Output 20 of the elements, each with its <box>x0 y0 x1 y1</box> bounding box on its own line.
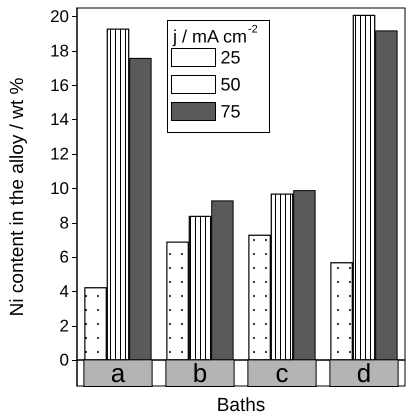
y-tick-label: 8 <box>60 213 69 232</box>
y-tick-label: 2 <box>60 316 69 336</box>
legend-label: 25 <box>220 48 241 68</box>
y-tick-label: 20 <box>50 7 69 26</box>
x-tick-label: a <box>110 358 126 388</box>
legend-label: 50 <box>220 74 241 94</box>
x-tick-label: d <box>356 358 372 388</box>
legend-label: 75 <box>220 102 241 122</box>
x-tick-label: b <box>192 358 208 388</box>
y-tick-label: 16 <box>50 76 69 95</box>
y-tick-label: 14 <box>50 110 69 130</box>
y-tick-label: 10 <box>50 178 69 198</box>
x-axis-title: Baths <box>216 395 266 416</box>
y-tick-label: 4 <box>60 282 69 301</box>
y-axis-title: Ni content in the alloy / wt % <box>7 78 28 316</box>
y-tick-label: 0 <box>60 350 69 370</box>
y-tick-label: 18 <box>50 41 69 60</box>
y-tick-label: 6 <box>60 248 69 267</box>
x-tick-label: c <box>276 358 288 388</box>
y-tick-label: 12 <box>50 144 69 164</box>
